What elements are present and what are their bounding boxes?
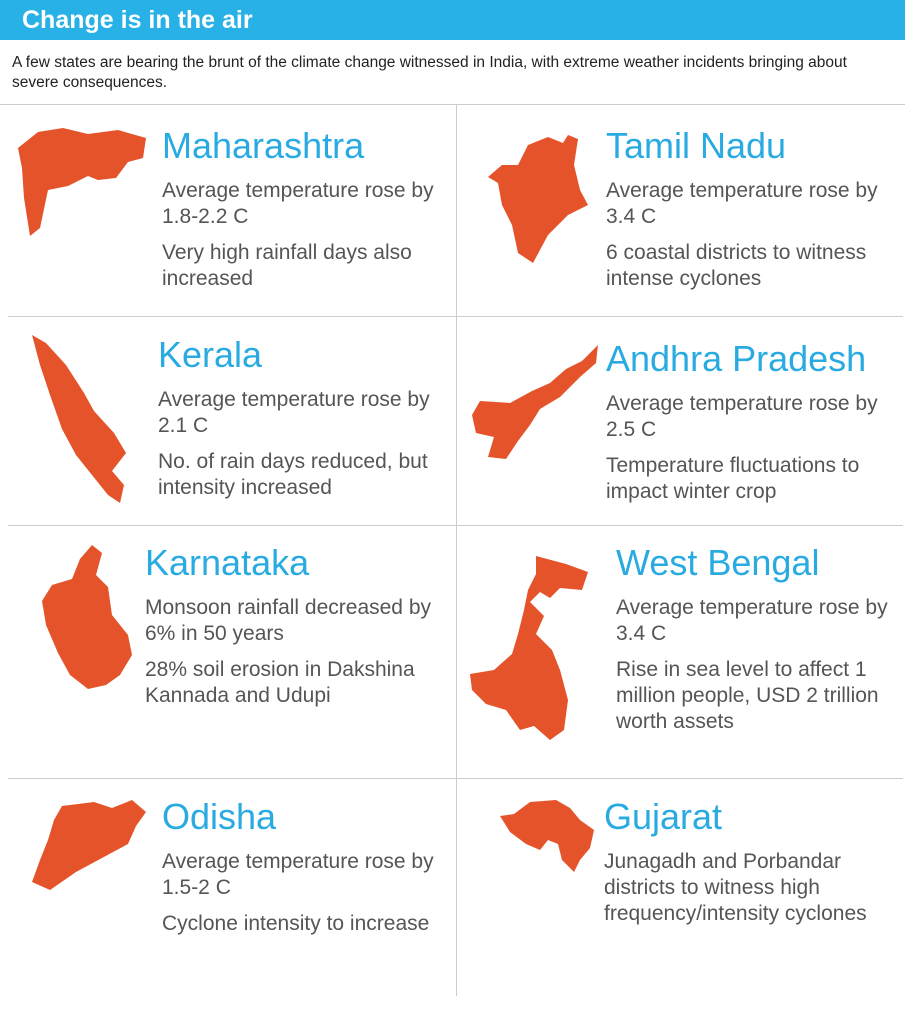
state-card: Odisha Average temperature rose by 1.5-2 … bbox=[162, 795, 437, 937]
divider bbox=[8, 525, 903, 526]
fact: Rise in sea level to affect 1 million pe… bbox=[616, 658, 879, 733]
state-name: Tamil Nadu bbox=[606, 125, 787, 166]
divider bbox=[8, 778, 903, 779]
fact: 6 coastal districts to witness intense c… bbox=[606, 241, 867, 290]
state-map bbox=[500, 800, 594, 872]
fact: Junagadh and Porbandar districts to witn… bbox=[604, 850, 867, 925]
fact: Cyclone intensity to increase bbox=[162, 912, 430, 935]
state-card: Maharashtra Average temperature rose by 1… bbox=[162, 124, 437, 292]
state-name: West Bengal bbox=[616, 542, 820, 583]
state-name: Karnataka bbox=[145, 542, 310, 583]
state-name: Gujarat bbox=[604, 796, 723, 837]
fact: Very high rainfall days also increased bbox=[162, 241, 412, 290]
state-name: Maharashtra bbox=[162, 125, 365, 166]
fact: Temperature fluctuations to impact winte… bbox=[606, 454, 860, 503]
state-name: Odisha bbox=[162, 796, 277, 837]
state-card: Tamil Nadu Average temperature rose by 3.… bbox=[606, 124, 881, 292]
state-map bbox=[42, 545, 132, 689]
title: Change is in the air bbox=[22, 6, 253, 34]
state-map bbox=[32, 335, 126, 503]
fact: No. of rain days reduced, but intensity … bbox=[158, 450, 428, 499]
divider bbox=[0, 104, 905, 105]
fact: Monsoon rainfall decreased by 6% in 50 y… bbox=[145, 596, 432, 645]
fact: Average temperature rose by 1.8-2.2 C bbox=[162, 179, 434, 228]
state-map bbox=[32, 800, 146, 890]
fact: Average temperature rose by 2.5 C bbox=[606, 392, 878, 441]
state-name: Kerala bbox=[158, 334, 263, 375]
state-card: Karnataka Monsoon rainfall decreased by 6… bbox=[145, 541, 435, 709]
fact: Average temperature rose by 3.4 C bbox=[606, 179, 878, 228]
state-map bbox=[18, 128, 146, 236]
fact: Average temperature rose by 3.4 C bbox=[616, 596, 888, 645]
header-bar: Change is in the air bbox=[0, 0, 905, 40]
state-name: Andhra Pradesh bbox=[606, 338, 867, 379]
state-card: Kerala Average temperature rose by 2.1 C N… bbox=[158, 333, 433, 501]
fact: Average temperature rose by 2.1 C bbox=[158, 388, 430, 437]
state-map bbox=[488, 135, 588, 263]
divider bbox=[8, 316, 903, 317]
subtitle: A few states are bearing the brunt of th… bbox=[12, 54, 847, 91]
fact: 28% soil erosion in Dakshina Kannada and… bbox=[145, 658, 415, 707]
fact: Average temperature rose by 1.5-2 C bbox=[162, 850, 434, 899]
state-card: West Bengal Average temperature rose by 3… bbox=[616, 541, 891, 735]
state-map bbox=[470, 556, 588, 740]
divider bbox=[456, 104, 457, 996]
state-card: Gujarat Junagadh and Porbandar districts … bbox=[604, 795, 879, 927]
state-card: Andhra Pradesh Average temperature rose b… bbox=[606, 337, 881, 505]
state-map bbox=[472, 345, 598, 459]
